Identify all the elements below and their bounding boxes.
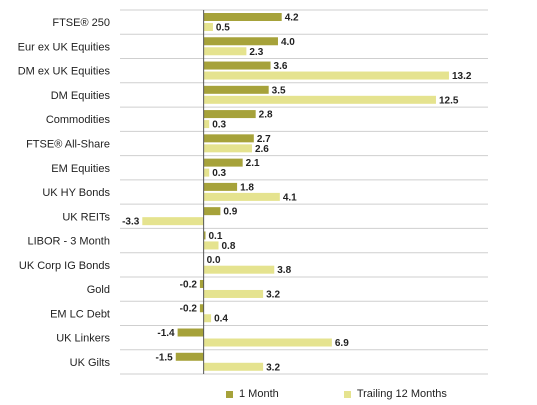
bar — [203, 289, 264, 298]
data-label: 0.1 — [208, 231, 222, 242]
bar — [199, 279, 204, 288]
category-label: FTSE® 250 — [52, 17, 110, 29]
value-labels: 4.2 0.5 4.0 2.3 3.6 13.2 3.5 12.5 2.8 0.3 2.72.6 2.… — [122, 13, 472, 374]
bar — [203, 71, 449, 80]
bar — [203, 134, 254, 143]
data-label: -0.2 — [180, 304, 198, 315]
bars — [142, 13, 449, 371]
bar — [199, 304, 204, 313]
data-label: 4.2 — [285, 13, 299, 24]
legend-swatch-1-month — [226, 390, 233, 398]
data-label: 3.6 — [274, 61, 288, 72]
data-label: 3.8 — [277, 265, 291, 276]
data-label: 13.2 — [452, 71, 472, 82]
category-label: EM Equities — [51, 163, 110, 175]
data-label: 1.8 — [240, 182, 254, 193]
legend-label-trailing-12-months: Trailing 12 Months — [356, 388, 447, 400]
category-label: UK Gilts — [70, 357, 111, 369]
data-label: 0.9 — [223, 207, 237, 218]
category-label: DM Equities — [51, 90, 111, 102]
category-label: Commodities — [46, 114, 111, 126]
data-label: 4.0 — [281, 37, 295, 48]
bar — [203, 110, 256, 119]
category-label: LIBOR - 3 Month — [27, 236, 110, 248]
bar — [203, 95, 436, 104]
legend-label-1-month: 1 Month — [239, 388, 279, 400]
data-label: 0.4 — [214, 314, 228, 325]
data-label: 0.0 — [207, 255, 221, 266]
bar — [142, 217, 204, 226]
category-label: UK REITs — [62, 211, 110, 223]
bar — [203, 192, 280, 201]
bar — [203, 168, 210, 177]
row-separators — [120, 9, 488, 375]
category-labels: FTSE® 250 Eur ex UK Equities DM ex UK Equi… — [18, 17, 111, 369]
bar — [175, 352, 204, 361]
category-label: UK HY Bonds — [42, 187, 110, 199]
data-label: 3.5 — [272, 85, 286, 96]
data-label: 2.3 — [249, 47, 263, 58]
bar — [203, 182, 238, 191]
bar — [203, 120, 210, 129]
data-label: 0.5 — [216, 23, 230, 34]
bar — [203, 85, 269, 94]
data-label: 0.3 — [212, 168, 226, 179]
bar — [203, 231, 206, 240]
legend-swatch-trailing-12-months — [343, 390, 351, 398]
data-label: 3.2 — [266, 289, 280, 300]
category-label: Eur ex UK Equities — [18, 41, 111, 53]
bar — [177, 328, 204, 337]
bar — [203, 37, 278, 46]
data-label: 0.8 — [222, 241, 236, 252]
bar — [203, 362, 264, 371]
bar — [203, 158, 243, 167]
data-label: 2.6 — [255, 144, 269, 155]
category-label: EM LC Debt — [50, 308, 110, 320]
bar — [203, 338, 332, 347]
category-label: Gold — [87, 284, 110, 296]
bar — [203, 265, 275, 274]
bar — [203, 144, 252, 153]
bar — [203, 241, 219, 250]
bar — [203, 13, 282, 21]
data-label: 3.2 — [266, 362, 280, 373]
category-label: UK Linkers — [56, 333, 110, 345]
data-label: -0.2 — [180, 279, 198, 290]
legend: 1 Month Trailing 12 Months — [226, 388, 509, 401]
bar — [203, 47, 247, 56]
category-label: DM ex UK Equities — [18, 66, 111, 78]
data-label: 12.5 — [439, 95, 459, 106]
data-label: 2.7 — [257, 134, 271, 145]
bar — [203, 314, 212, 323]
bar — [203, 207, 221, 216]
category-label: UK Corp IG Bonds — [19, 260, 111, 272]
data-label: -3.3 — [122, 217, 140, 228]
data-label: -1.4 — [157, 328, 175, 339]
category-label: FTSE® All-Share — [26, 138, 110, 150]
data-label: 4.1 — [283, 192, 297, 203]
data-label: -1.5 — [156, 352, 174, 363]
data-label: 2.1 — [246, 158, 260, 169]
legend-item-1-month: 1 Month — [226, 388, 279, 400]
data-label: 0.3 — [212, 120, 226, 131]
legend-item-trailing-12-months: Trailing 12 Months — [343, 388, 447, 400]
data-label: 6.9 — [335, 338, 349, 349]
bar — [203, 61, 271, 70]
data-label: 2.8 — [259, 110, 273, 121]
bar — [203, 23, 213, 31]
